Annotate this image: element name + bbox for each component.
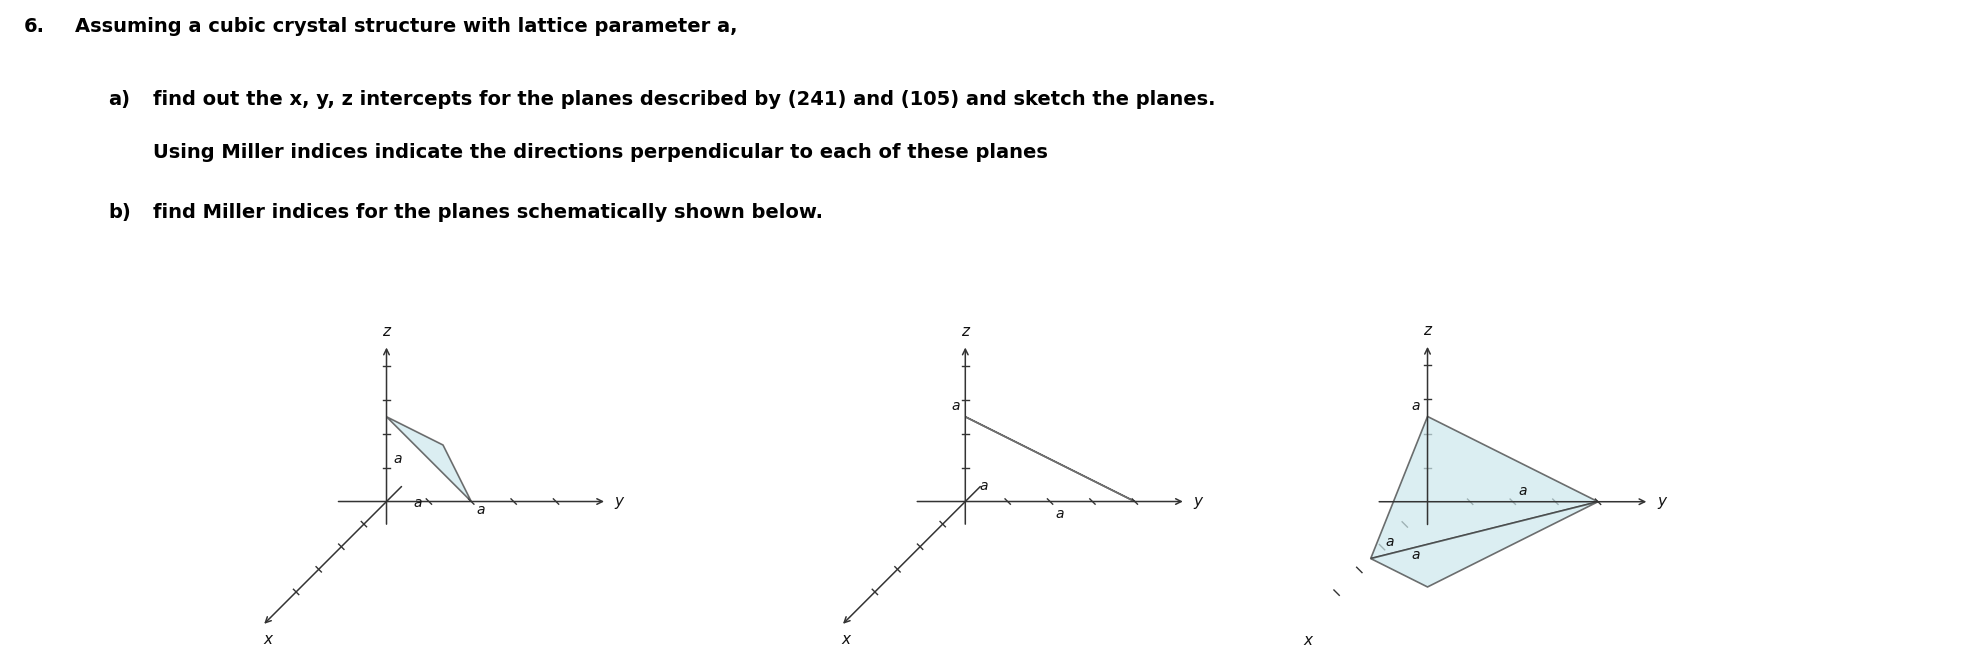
Text: x: x [1303,633,1313,648]
Text: a: a [1056,507,1063,521]
Text: y: y [614,494,624,509]
Polygon shape [1371,416,1597,559]
Text: a: a [394,452,402,466]
Text: Assuming a cubic crystal structure with lattice parameter a,: Assuming a cubic crystal structure with … [75,17,738,36]
Text: a: a [952,399,959,413]
Text: b): b) [108,203,131,222]
Polygon shape [387,417,471,501]
Text: 6.: 6. [24,17,45,36]
Text: z: z [961,324,969,339]
Text: y: y [1193,494,1203,509]
Text: a: a [1519,484,1526,498]
Polygon shape [1371,501,1597,587]
Text: a: a [477,503,485,517]
Text: a: a [1385,535,1393,549]
Text: a: a [1413,399,1420,413]
Text: z: z [1424,323,1432,338]
Text: x: x [842,632,852,647]
Text: a: a [979,479,989,493]
Text: y: y [1658,494,1666,509]
Text: x: x [263,632,273,647]
Text: a): a) [108,90,129,109]
Polygon shape [965,417,1134,501]
Text: a: a [414,496,422,510]
Text: Using Miller indices indicate the directions perpendicular to each of these plan: Using Miller indices indicate the direct… [153,143,1048,163]
Text: find Miller indices for the planes schematically shown below.: find Miller indices for the planes schem… [153,203,822,222]
Text: a: a [1413,548,1420,562]
Text: z: z [383,324,390,339]
Text: find out the x, y, z intercepts for the planes described by (241) and (105) and : find out the x, y, z intercepts for the … [153,90,1216,109]
